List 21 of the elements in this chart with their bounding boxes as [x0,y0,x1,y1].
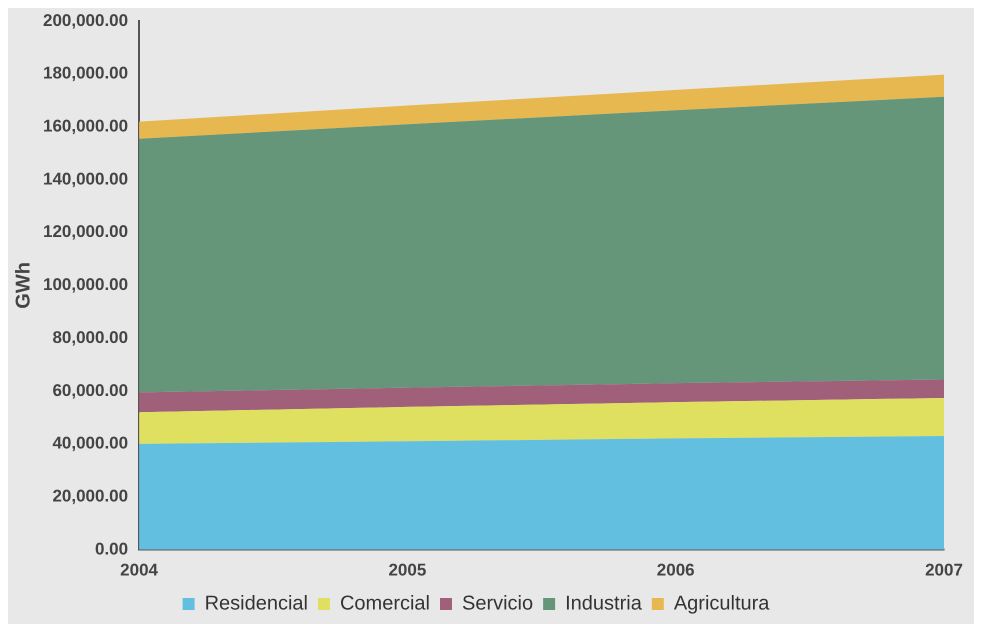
y-tick-label: 160,000.00 [42,116,128,136]
legend-label: Agricultura [674,592,770,615]
y-tick-label: 20,000.00 [52,486,128,506]
y-tick-label: 40,000.00 [52,434,128,453]
y-tick-label: 120,000.00 [42,222,128,242]
x-tick-label: 2007 [925,560,963,580]
x-tick-label: 2005 [388,560,426,580]
x-tick-label: 2004 [120,560,159,580]
y-tick-label: 180,000.00 [42,64,128,83]
legend-label: Residencial [204,592,308,615]
legend-label: Industria [565,592,643,615]
y-tick-label: 100,000.00 [42,275,128,294]
legend-label: Servicio [462,592,534,615]
y-tick-label: 60,000.00 [52,380,128,400]
y-tick-label: 140,000.00 [42,169,128,188]
x-tick-label: 2006 [656,560,695,580]
y-tick-label: 0.00 [94,539,128,558]
y-tick-label: 200,000.00 [42,10,128,30]
y-axis-title: GWh [12,262,35,309]
legend-label: Comercial [340,592,430,615]
y-tick-label: 80,000.00 [52,328,128,347]
